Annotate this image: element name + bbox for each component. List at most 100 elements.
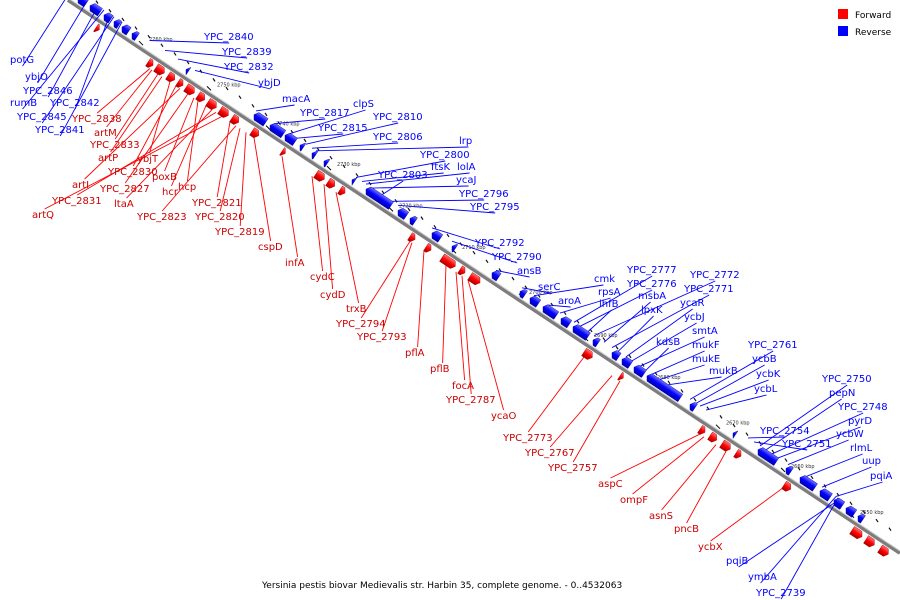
forward-gene[interactable] <box>863 535 877 549</box>
reverse-gene-label[interactable]: ycbK <box>756 369 781 380</box>
forward-gene-label[interactable]: YPC_2831 <box>51 196 102 207</box>
forward-gene[interactable] <box>313 169 327 183</box>
reverse-gene-label[interactable]: ycbJ <box>684 312 705 323</box>
forward-gene-label[interactable]: YPC_2787 <box>445 395 496 406</box>
reverse-gene-label[interactable]: rlmL <box>850 443 873 454</box>
reverse-gene-label[interactable]: YPC_2790 <box>491 252 542 263</box>
reverse-gene-label[interactable]: YPC_2841 <box>34 125 85 136</box>
reverse-gene-label[interactable]: kdsB <box>656 337 680 348</box>
reverse-gene[interactable] <box>571 323 591 341</box>
reverse-gene-label[interactable]: YPC_2840 <box>203 32 254 43</box>
reverse-gene-label[interactable]: YPC_2777 <box>626 265 677 276</box>
reverse-gene-label[interactable]: YPC_2795 <box>469 202 520 213</box>
reverse-gene[interactable] <box>310 149 319 160</box>
forward-gene-label[interactable]: poxB <box>152 172 177 183</box>
reverse-gene-label[interactable]: YPC_2810 <box>372 112 423 123</box>
reverse-gene[interactable] <box>559 315 573 329</box>
reverse-gene-label[interactable]: YPC_2761 <box>747 340 798 351</box>
forward-gene[interactable] <box>877 544 891 558</box>
reverse-gene-label[interactable]: clpS <box>353 99 374 110</box>
forward-gene-label[interactable]: pflB <box>430 364 450 375</box>
forward-gene[interactable] <box>145 58 156 69</box>
reverse-gene-label[interactable]: mukF <box>692 340 720 351</box>
reverse-gene[interactable] <box>756 446 780 466</box>
reverse-gene-label[interactable]: YPC_2800 <box>419 150 470 161</box>
forward-gene-label[interactable]: artI <box>72 180 89 191</box>
forward-gene[interactable] <box>325 177 338 190</box>
reverse-gene-label[interactable]: pqiB <box>726 556 748 567</box>
reverse-gene[interactable] <box>350 176 358 186</box>
forward-gene[interactable] <box>175 78 186 89</box>
reverse-gene-label[interactable]: YPC_2772 <box>689 270 740 281</box>
forward-gene-label[interactable]: ycaO <box>491 411 517 422</box>
forward-gene-label[interactable]: ybjT <box>137 154 159 165</box>
reverse-gene-label[interactable]: lrp <box>459 136 472 147</box>
forward-gene-label[interactable]: aspC <box>598 479 623 490</box>
forward-gene-label[interactable]: pflA <box>405 348 425 359</box>
forward-gene-label[interactable]: artP <box>98 153 118 164</box>
forward-gene-label[interactable]: YPC_2757 <box>547 463 598 474</box>
forward-gene-label[interactable]: ltaA <box>114 199 134 210</box>
reverse-gene-label[interactable]: ihfB <box>599 299 619 310</box>
forward-gene-label[interactable]: hcr <box>162 187 179 198</box>
reverse-gene-label[interactable]: YPC_2771 <box>683 284 734 295</box>
reverse-gene[interactable] <box>856 512 866 524</box>
reverse-gene-label[interactable]: mukB <box>709 366 738 377</box>
reverse-gene-label[interactable]: ycbB <box>752 354 777 365</box>
forward-gene[interactable] <box>733 448 744 460</box>
forward-gene[interactable] <box>439 253 458 270</box>
reverse-gene-label[interactable]: uup <box>862 456 881 467</box>
reverse-gene-label[interactable]: lpxK <box>641 305 663 316</box>
reverse-gene-label[interactable]: pepN <box>829 388 855 399</box>
forward-gene[interactable] <box>581 347 595 361</box>
forward-gene[interactable] <box>407 232 418 244</box>
reverse-gene[interactable] <box>784 464 794 476</box>
reverse-gene[interactable] <box>818 487 833 502</box>
reverse-gene[interactable] <box>120 23 132 36</box>
forward-gene-label[interactable]: ompF <box>620 495 648 506</box>
reverse-gene[interactable] <box>591 336 601 348</box>
forward-gene-label[interactable]: YPC_2820 <box>194 212 245 223</box>
forward-gene[interactable] <box>279 147 288 157</box>
reverse-gene-label[interactable]: ycaJ <box>456 175 477 186</box>
forward-gene[interactable] <box>617 371 626 382</box>
reverse-gene-label[interactable]: ymbA <box>748 572 777 583</box>
forward-gene[interactable] <box>183 83 197 97</box>
reverse-gene-label[interactable]: YPC_2750 <box>821 374 872 385</box>
reverse-gene-label[interactable]: ycbL <box>754 384 778 395</box>
forward-gene-label[interactable]: artQ <box>32 210 54 221</box>
forward-gene-label[interactable]: asnS <box>649 511 673 522</box>
reverse-gene[interactable] <box>731 429 739 440</box>
reverse-gene[interactable] <box>645 372 684 403</box>
reverse-gene[interactable] <box>102 11 114 24</box>
forward-gene-label[interactable]: cydD <box>320 290 346 301</box>
reverse-gene-label[interactable]: YPC_2806 <box>372 132 423 143</box>
reverse-gene-label[interactable]: serC <box>538 282 560 293</box>
reverse-gene-label[interactable]: mukE <box>692 354 720 365</box>
forward-gene[interactable] <box>337 185 348 197</box>
reverse-gene-label[interactable]: YPC_2792 <box>474 238 525 249</box>
reverse-gene-label[interactable]: ftsK <box>431 162 450 173</box>
reverse-gene-label[interactable]: ycbW <box>836 429 864 440</box>
reverse-gene-label[interactable]: YPC_2739 <box>755 588 806 599</box>
reverse-gene[interactable] <box>620 355 634 369</box>
reverse-gene-label[interactable]: YPC_2776 <box>626 279 677 290</box>
reverse-gene[interactable] <box>88 2 103 17</box>
reverse-gene-label[interactable]: YPC_2751 <box>781 439 832 450</box>
reverse-gene-label[interactable]: YPC_2817 <box>299 108 350 119</box>
forward-gene[interactable] <box>707 431 720 444</box>
reverse-gene-label[interactable]: YPC_2839 <box>221 47 272 58</box>
reverse-gene[interactable] <box>610 349 622 362</box>
forward-gene-label[interactable]: YPC_2823 <box>136 212 187 223</box>
reverse-gene-label[interactable]: YPC_2803 <box>377 170 428 181</box>
reverse-gene-label[interactable]: ybjO <box>25 72 48 83</box>
forward-gene[interactable] <box>229 113 242 126</box>
forward-gene[interactable] <box>217 106 231 119</box>
reverse-gene[interactable] <box>322 157 331 168</box>
reverse-gene-label[interactable]: YPC_2846 <box>22 86 73 97</box>
reverse-gene[interactable] <box>541 303 560 320</box>
forward-gene[interactable] <box>697 425 708 436</box>
forward-gene-label[interactable]: YPC_2827 <box>99 184 150 195</box>
forward-gene[interactable] <box>719 439 733 453</box>
reverse-gene-label[interactable]: pyrD <box>848 416 872 427</box>
